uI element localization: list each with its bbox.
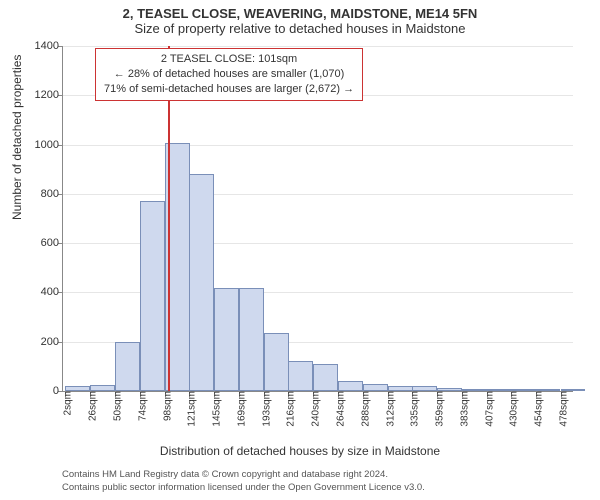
histogram-bar bbox=[363, 384, 388, 391]
marker-info-box: 2 TEASEL CLOSE: 101sqm ← 28% of detached… bbox=[95, 48, 363, 101]
y-tick-label: 400 bbox=[41, 286, 63, 298]
x-tick-label: 169sqm bbox=[230, 391, 247, 427]
y-axis-label: Number of detached properties bbox=[10, 55, 24, 220]
histogram-bar bbox=[239, 288, 264, 392]
y-tick-label: 200 bbox=[41, 336, 63, 348]
x-tick-label: 26sqm bbox=[82, 391, 99, 421]
y-tick-label: 1200 bbox=[35, 89, 63, 101]
x-tick-label: 50sqm bbox=[107, 391, 124, 421]
x-tick-label: 74sqm bbox=[132, 391, 149, 421]
histogram-bar bbox=[288, 361, 313, 391]
x-tick-label: 288sqm bbox=[354, 391, 371, 427]
info-line-1: 2 TEASEL CLOSE: 101sqm bbox=[104, 52, 354, 67]
y-tick-label: 1400 bbox=[35, 40, 63, 52]
y-tick-label: 800 bbox=[41, 188, 63, 200]
info-line-2: ← 28% of detached houses are smaller (1,… bbox=[104, 67, 354, 82]
attribution-text: Contains HM Land Registry data © Crown c… bbox=[62, 469, 425, 494]
x-tick-label: 193sqm bbox=[255, 391, 272, 427]
x-tick-label: 216sqm bbox=[279, 391, 296, 427]
x-tick-label: 264sqm bbox=[329, 391, 346, 427]
x-tick-label: 335sqm bbox=[403, 391, 420, 427]
x-tick-label: 145sqm bbox=[205, 391, 222, 427]
attribution-line-1: Contains HM Land Registry data © Crown c… bbox=[62, 469, 425, 481]
histogram-bar bbox=[214, 288, 239, 392]
x-axis-label: Distribution of detached houses by size … bbox=[0, 444, 600, 458]
histogram-bar bbox=[313, 364, 338, 391]
title-sub: Size of property relative to detached ho… bbox=[0, 21, 600, 40]
histogram-bar bbox=[338, 381, 363, 391]
y-tick-label: 1000 bbox=[35, 139, 63, 151]
x-tick-label: 454sqm bbox=[527, 391, 544, 427]
histogram-bar bbox=[115, 342, 140, 391]
attribution-line-2: Contains public sector information licen… bbox=[62, 482, 425, 494]
x-tick-label: 383sqm bbox=[453, 391, 470, 427]
title-main: 2, TEASEL CLOSE, WEAVERING, MAIDSTONE, M… bbox=[0, 0, 600, 21]
x-tick-label: 2sqm bbox=[57, 391, 74, 415]
x-tick-label: 121sqm bbox=[180, 391, 197, 427]
histogram-bar bbox=[140, 201, 165, 391]
histogram-bar bbox=[264, 333, 289, 391]
gridline bbox=[63, 46, 573, 47]
gridline bbox=[63, 194, 573, 195]
x-tick-label: 478sqm bbox=[552, 391, 569, 427]
info-line-3: 71% of semi-detached houses are larger (… bbox=[104, 82, 354, 97]
x-tick-label: 312sqm bbox=[379, 391, 396, 427]
gridline bbox=[63, 145, 573, 146]
histogram-bar bbox=[189, 174, 214, 391]
x-tick-label: 240sqm bbox=[304, 391, 321, 427]
x-tick-label: 359sqm bbox=[428, 391, 445, 427]
chart-container: 2, TEASEL CLOSE, WEAVERING, MAIDSTONE, M… bbox=[0, 0, 600, 500]
x-tick-label: 430sqm bbox=[502, 391, 519, 427]
y-tick-label: 600 bbox=[41, 237, 63, 249]
x-tick-label: 407sqm bbox=[478, 391, 495, 427]
x-tick-label: 98sqm bbox=[157, 391, 174, 421]
